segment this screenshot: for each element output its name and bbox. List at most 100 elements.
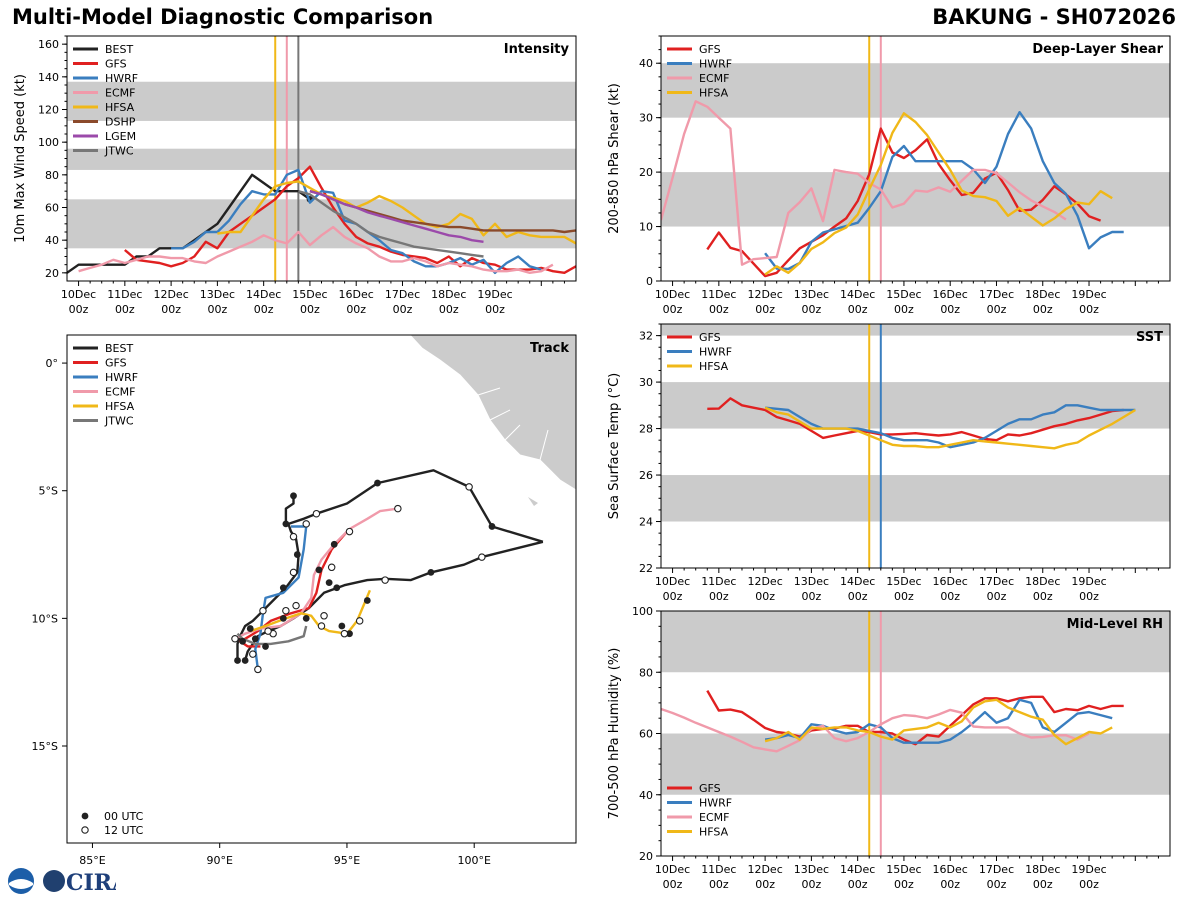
x-tick-label: 00z <box>1079 303 1099 316</box>
x-tick-label: 00z <box>663 590 683 603</box>
legend-label-hwrf: HWRF <box>105 72 138 85</box>
marker-00utc <box>290 492 297 500</box>
marker-12utc <box>302 520 310 528</box>
legend-label-hfsa: HFSA <box>699 826 729 839</box>
plot-area-track <box>231 335 576 674</box>
x-tick-label: 18Dec <box>431 288 466 301</box>
panel-title: Intensity <box>504 42 570 57</box>
x-tick-label: 13Dec <box>200 288 235 301</box>
main-title: Multi-Model Diagnostic Comparison <box>12 5 434 29</box>
x-tick-label: 00z <box>987 878 1007 891</box>
series-ecmf <box>661 100 1067 266</box>
marker-00utc <box>282 520 290 528</box>
x-tick-label: 19Dec <box>1071 288 1106 301</box>
track-ecmf <box>234 507 399 640</box>
series-ecmf <box>78 225 554 274</box>
band-shear <box>661 63 1170 118</box>
x-tick-label: 11Dec <box>701 288 736 301</box>
legend-label-hwrf: HWRF <box>699 797 732 810</box>
marker-00utc <box>302 614 310 622</box>
island <box>528 497 538 506</box>
marker-12utc <box>254 665 262 674</box>
x-tick-label: 00z <box>755 590 775 603</box>
legend-label-gfs: GFS <box>699 43 721 56</box>
legend-label-jtwc: JTWC <box>104 145 134 158</box>
x-tick-label: 00z <box>848 878 868 891</box>
legend-label-best: BEST <box>105 43 133 56</box>
axes-frame <box>660 323 1171 569</box>
marker-12utc <box>317 622 326 630</box>
marker-12utc <box>327 563 336 572</box>
y-tick-label: 0° <box>46 357 59 370</box>
x-tick-label: 12Dec <box>747 575 782 588</box>
x-tick-label: 00z <box>161 303 181 316</box>
plot-area-rh <box>661 611 1170 856</box>
x-tick-label: 13Dec <box>794 575 829 588</box>
marker-12utc <box>249 650 257 658</box>
marker-00utc <box>325 579 333 587</box>
y-tick-label: 24 <box>639 516 653 529</box>
legend-label-hfsa: HFSA <box>699 87 729 100</box>
legend-label-ecmf: ECMF <box>105 87 135 100</box>
legend-label-hfsa: HFSA <box>105 400 135 413</box>
panel-title: SST <box>1136 330 1163 345</box>
axes-frame <box>66 334 577 844</box>
x-tick-label: 12Dec <box>747 288 782 301</box>
x-tick-label: 00z <box>801 878 821 891</box>
x-tick-label: 00z <box>801 303 821 316</box>
x-tick-label: 00z <box>940 590 960 603</box>
legend-label-ecmf: ECMF <box>699 811 729 824</box>
y-tick-label: 22 <box>639 562 653 575</box>
x-tick-label: 11Dec <box>701 575 736 588</box>
x-tick-label: 85°E <box>79 854 105 867</box>
band-intensity <box>67 199 576 249</box>
panel-shear: 10Dec 00z 11Dec 00z 12Dec 00z 13Dec 00z 14Dec 00z… <box>607 35 1171 316</box>
x-tick-label: 17Dec <box>979 575 1014 588</box>
marker-00utc <box>293 551 301 558</box>
x-tick-label: 19Dec <box>1071 575 1106 588</box>
series-ecmf <box>661 707 1090 753</box>
x-tick-label: 00z <box>1033 590 1053 603</box>
legend-label-gfs: GFS <box>699 331 721 344</box>
x-tick-label: 00z <box>801 590 821 603</box>
x-tick-label: 00z <box>755 303 775 316</box>
x-tick-label: 17Dec <box>979 863 1014 876</box>
marker-00utc <box>251 635 259 643</box>
x-tick-label: 00z <box>709 303 729 316</box>
y-tick-label: 26 <box>639 469 653 482</box>
x-tick-label: 17Dec <box>979 288 1014 301</box>
x-tick-label: 16Dec <box>933 288 968 301</box>
x-tick-label: 14Dec <box>246 288 281 301</box>
marker-12utc <box>394 504 402 513</box>
panel-rh: 10Dec 00z 11Dec 00z 12Dec 00z 13Dec 00z 14Dec 00z… <box>607 605 1171 891</box>
marker-00utc <box>333 584 341 592</box>
x-tick-label: 00z <box>115 303 135 316</box>
x-tick-label: 17Dec <box>385 288 420 301</box>
legend-label-12utc: 12 UTC <box>104 824 144 837</box>
series-gfs <box>707 397 1124 442</box>
x-tick-label: 14Dec <box>840 288 875 301</box>
x-tick-label: 12Dec <box>747 863 782 876</box>
marker-00utc <box>363 597 371 604</box>
y-tick-label: 60 <box>45 202 59 215</box>
x-tick-label: 00z <box>987 303 1007 316</box>
marker-00utc <box>315 566 323 574</box>
legend-label-dshp: DSHP <box>105 116 136 129</box>
y-tick-label: 40 <box>45 234 59 247</box>
track-hfsa <box>249 589 372 635</box>
x-tick-label: 16Dec <box>933 575 968 588</box>
marker-12utc <box>355 617 364 625</box>
x-tick-label: 00z <box>848 590 868 603</box>
x-tick-label: 13Dec <box>794 288 829 301</box>
plot-area-intensity <box>67 36 576 281</box>
marker-00utc <box>488 523 496 530</box>
x-tick-label: 13Dec <box>794 863 829 876</box>
y-tick-label: 140 <box>38 71 59 84</box>
marker-12utc <box>340 629 349 638</box>
x-tick-label: 00z <box>393 303 413 316</box>
band-intensity <box>67 81 576 121</box>
x-tick-label: 16Dec <box>339 288 374 301</box>
x-tick-label: 15Dec <box>886 288 921 301</box>
y-axis-label: 200-850 hPa Shear (kt) <box>607 83 622 234</box>
y-tick-label: 28 <box>639 423 653 436</box>
